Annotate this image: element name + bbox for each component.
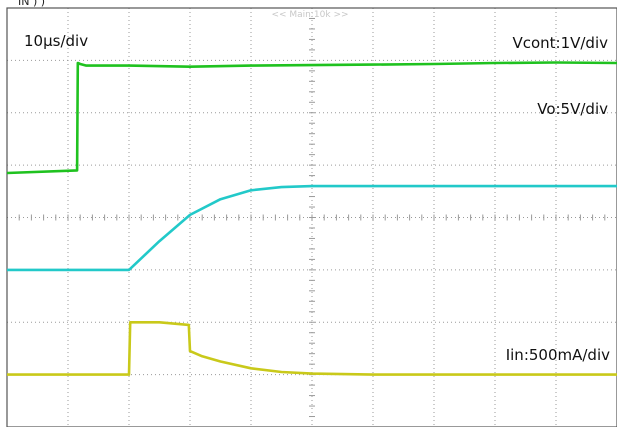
series-label-vcont: Vcont:1V/div bbox=[512, 34, 608, 52]
series-label-iin: Iin:500mA/div bbox=[506, 346, 610, 364]
time-scale-label: 10μs/div bbox=[24, 32, 88, 50]
traces bbox=[6, 61, 617, 376]
series-label-vo: Vo:5V/div bbox=[537, 100, 608, 118]
trace-vcont bbox=[6, 61, 617, 175]
plot-frame bbox=[6, 7, 617, 427]
trace-iin bbox=[7, 320, 617, 376]
trace-vo bbox=[7, 184, 617, 272]
header-label: << Main:10k >> bbox=[271, 10, 348, 20]
top-cut-text: IN ) ) bbox=[18, 0, 45, 8]
